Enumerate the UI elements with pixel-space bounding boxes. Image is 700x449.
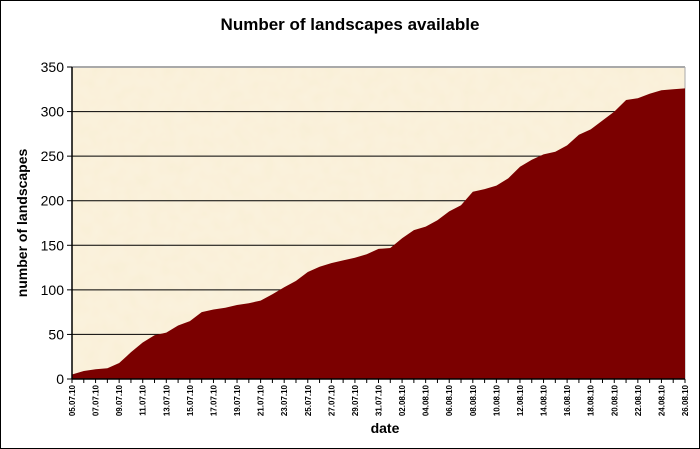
x-tick-label: 09.07.10 <box>115 384 124 416</box>
x-tick-label: 08.08.10 <box>469 384 478 416</box>
x-tick-label: 27.07.10 <box>327 384 336 416</box>
y-tick-label: 0 <box>56 371 64 387</box>
x-tick-label: 05.07.10 <box>68 384 77 416</box>
y-tick-label: 100 <box>41 282 65 298</box>
x-tick-label: 12.08.10 <box>516 384 525 416</box>
y-tick-label: 150 <box>41 237 65 253</box>
x-tick-label: 23.07.10 <box>280 384 289 416</box>
x-axis: 05.07.10 07.07.10 09.07.10 11.07.10 13.07.10… <box>68 378 690 416</box>
y-axis: 0 50 100 150 200 250 300 350 <box>41 59 73 387</box>
x-tick-label: 21.07.10 <box>257 384 266 416</box>
chart-title: Number of landscapes available <box>220 15 480 34</box>
x-tick-label: 26.08.10 <box>681 384 690 416</box>
x-tick-label: 19.07.10 <box>233 384 242 416</box>
y-tick-label: 200 <box>41 193 65 209</box>
x-tick-label: 14.08.10 <box>540 384 549 416</box>
x-tick-label: 31.07.10 <box>375 384 384 416</box>
x-tick-label: 06.08.10 <box>445 384 454 416</box>
data-area <box>72 88 685 380</box>
x-axis-label: date <box>370 420 400 436</box>
y-tick-label: 300 <box>41 104 65 120</box>
x-tick-label: 20.08.10 <box>610 384 619 416</box>
x-tick-label: 25.07.10 <box>304 384 313 416</box>
x-tick-label: 11.07.10 <box>139 384 148 415</box>
x-tick-label: 07.07.10 <box>92 384 101 416</box>
y-tick-label: 350 <box>41 59 65 75</box>
y-tick-label: 50 <box>48 326 64 342</box>
x-tick-label: 24.08.10 <box>657 384 666 416</box>
x-tick-label: 13.07.10 <box>162 384 171 416</box>
x-tick-label: 29.07.10 <box>351 384 360 416</box>
x-tick-label: 22.08.10 <box>634 384 643 416</box>
x-tick-label: 17.07.10 <box>209 384 218 416</box>
y-tick-label: 250 <box>41 148 65 164</box>
x-tick-label: 15.07.10 <box>186 384 195 416</box>
x-tick-label: 04.08.10 <box>422 384 431 416</box>
x-tick-label: 16.08.10 <box>563 384 572 416</box>
x-tick-label: 10.08.10 <box>492 384 501 416</box>
x-tick-label: 18.08.10 <box>587 384 596 416</box>
x-tick-label: 02.08.10 <box>398 384 407 416</box>
